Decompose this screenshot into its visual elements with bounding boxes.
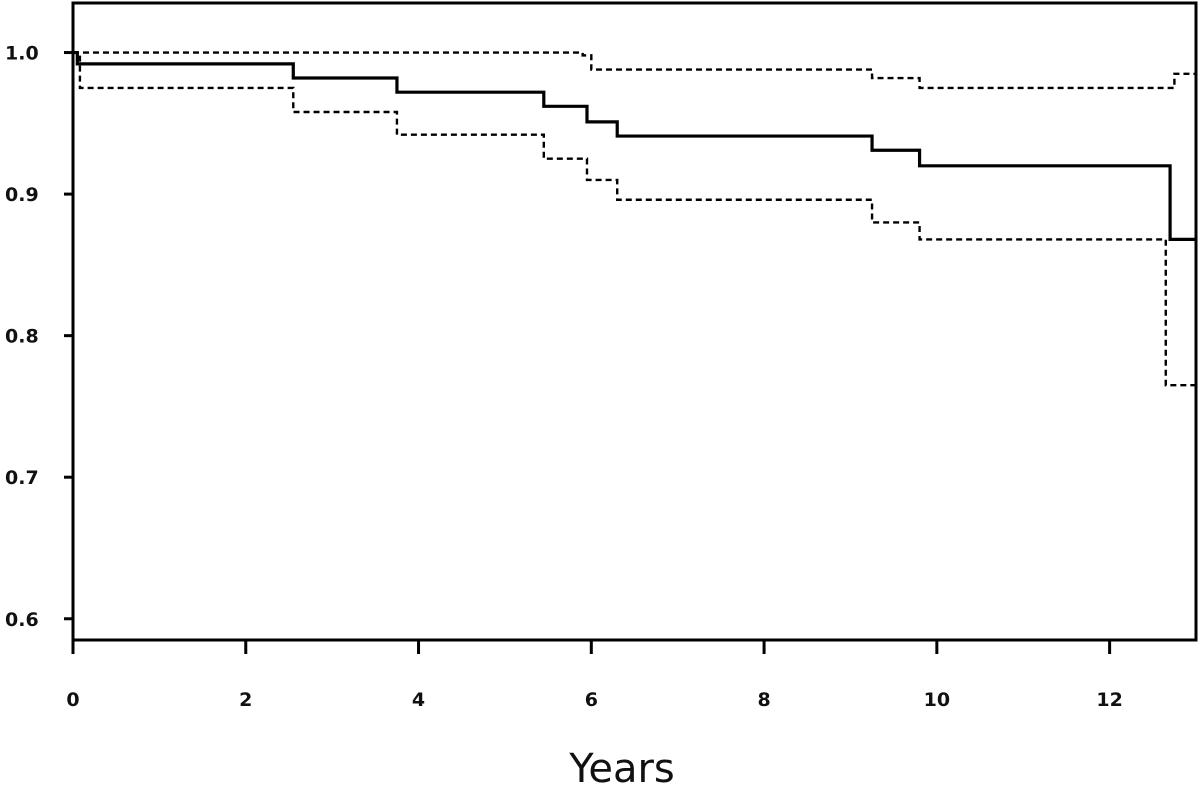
confidence-bound-line-1: [73, 51, 1196, 90]
series-layer: [73, 50, 1196, 387]
y-tick-label: 1.0: [5, 43, 39, 65]
y-tick-label: 0.7: [5, 467, 39, 489]
y-tick-label: 0.8: [5, 326, 39, 348]
y-tick-label: 0.6: [5, 609, 39, 631]
x-tick-label: 10: [924, 689, 950, 711]
x-axis-title: Years: [568, 746, 675, 786]
x-tick-label: 4: [412, 689, 425, 711]
x-tick-label: 8: [757, 689, 770, 711]
x-axis: 0 2 4 6 8 10 12: [66, 640, 1123, 711]
plot-border: [71, 1, 1198, 642]
plot-area: [71, 1, 1198, 642]
survival-estimate-line: [73, 50, 1196, 241]
x-tick-label: 2: [239, 689, 252, 711]
x-tick-label: 0: [66, 689, 79, 711]
x-tick-label: 12: [1096, 689, 1122, 711]
y-tick-label: 0.9: [5, 184, 39, 206]
y-axis: 0.6 0.7 0.8 0.9 1.0: [5, 43, 73, 631]
confidence-bound-line-2: [73, 51, 1196, 387]
x-tick-label: 6: [585, 689, 598, 711]
